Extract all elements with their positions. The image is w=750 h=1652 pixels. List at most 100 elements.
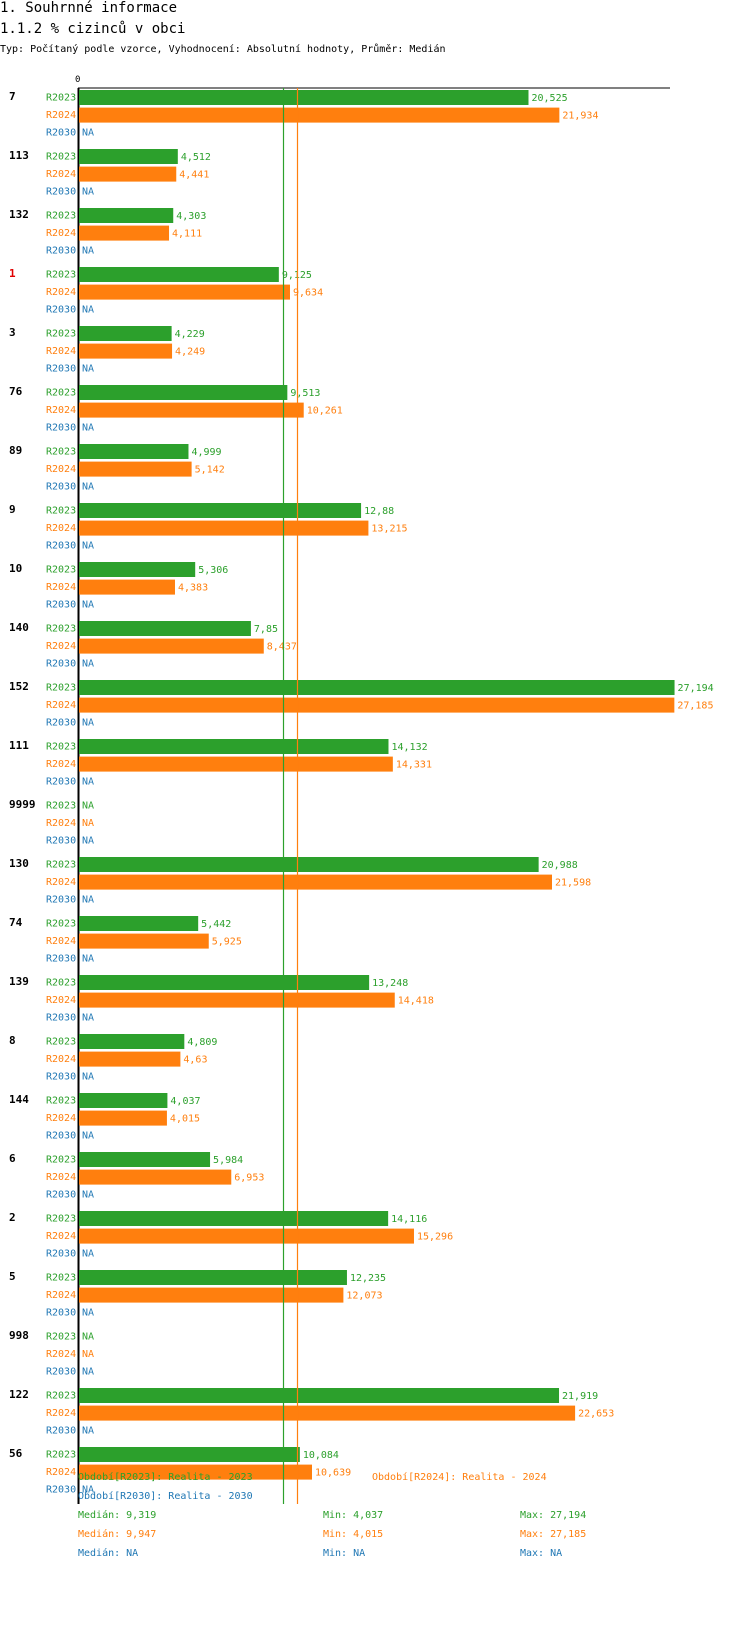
- na-label-r2030-9: NA: [82, 541, 94, 552]
- series-label-r2023: R2023: [46, 506, 76, 517]
- series-label-r2030: R2030: [46, 187, 76, 198]
- bar-r2023-76: [79, 385, 288, 400]
- series-label-r2024: R2024: [46, 110, 76, 121]
- category-label-6: 6: [9, 1152, 16, 1165]
- series-label-r2023: R2023: [46, 624, 76, 635]
- series-label-r2030: R2030: [46, 836, 76, 847]
- na-label-r2024-9999: NA: [82, 818, 94, 829]
- bar-r2023-139: [79, 975, 370, 990]
- series-label-r2024: R2024: [46, 1172, 76, 1183]
- na-label-r2030-3: NA: [82, 364, 94, 375]
- series-label-r2023: R2023: [46, 978, 76, 989]
- legend-r2023: Období[R2023]: Realita - 2023: [78, 1472, 253, 1483]
- series-label-r2030: R2030: [46, 1190, 76, 1201]
- data-label-r2023-122: 21,919: [562, 1391, 598, 1402]
- bar-r2024-5: [79, 1287, 344, 1303]
- bar-r2024-7: [79, 107, 560, 123]
- series-label-r2024: R2024: [46, 936, 76, 947]
- bar-r2023-122: [79, 1388, 560, 1403]
- category-label-139: 139: [9, 975, 29, 988]
- na-label-r2030-5: NA: [82, 1308, 94, 1319]
- data-label-r2023-132: 4,303: [176, 211, 206, 222]
- na-label-r2030-113: NA: [82, 187, 94, 198]
- series-label-r2030: R2030: [46, 718, 76, 729]
- na-label-r2030-152: NA: [82, 718, 94, 729]
- data-label-r2023-74: 5,442: [201, 919, 231, 930]
- series-label-r2024: R2024: [46, 1467, 76, 1478]
- bar-r2023-3: [79, 326, 172, 341]
- data-label-r2024-5: 12,073: [346, 1291, 382, 1302]
- data-label-r2024-74: 5,925: [212, 937, 242, 948]
- data-label-r2024-113: 4,441: [179, 170, 209, 181]
- series-label-r2023: R2023: [46, 919, 76, 930]
- bar-r2024-74: [79, 933, 209, 949]
- data-label-r2023-8: 4,809: [187, 1037, 217, 1048]
- series-label-r2030: R2030: [46, 541, 76, 552]
- series-label-r2030: R2030: [46, 1249, 76, 1260]
- na-label-r2030-8: NA: [82, 1072, 94, 1083]
- section-title: 1. Souhrnné informace: [0, 0, 178, 16]
- data-label-r2024-1: 9,634: [293, 288, 323, 299]
- bar-r2024-56: [79, 1464, 312, 1480]
- data-label-r2023-140: 7,85: [254, 624, 278, 635]
- category-label-152: 152: [9, 680, 29, 693]
- series-label-r2024: R2024: [46, 1408, 76, 1419]
- series-label-r2024: R2024: [46, 995, 76, 1006]
- series-label-r2023: R2023: [46, 1155, 76, 1166]
- na-label-r2024-998: NA: [82, 1349, 94, 1360]
- series-label-r2030: R2030: [46, 1485, 76, 1496]
- category-label-111: 111: [9, 739, 29, 752]
- series-label-r2030: R2030: [46, 954, 76, 965]
- data-label-r2023-9: 12,88: [364, 506, 394, 517]
- legend-r2030: Období[R2030]: Realita - 2030: [78, 1491, 253, 1502]
- series-label-r2023: R2023: [46, 447, 76, 458]
- bar-r2024-1: [79, 284, 290, 300]
- series-label-r2030: R2030: [46, 128, 76, 139]
- na-label-r2030-111: NA: [82, 777, 94, 788]
- series-label-r2023: R2023: [46, 565, 76, 576]
- na-label-r2030-89: NA: [82, 482, 94, 493]
- na-label-r2030-130: NA: [82, 895, 94, 906]
- na-label-r2030-6: NA: [82, 1190, 94, 1201]
- series-label-r2030: R2030: [46, 1013, 76, 1024]
- series-label-r2023: R2023: [46, 152, 76, 163]
- series-label-r2023: R2023: [46, 1037, 76, 1048]
- series-label-r2024: R2024: [46, 1054, 76, 1065]
- stat-max-r2024: Max: 27,185: [520, 1529, 587, 1540]
- series-label-r2023: R2023: [46, 1332, 76, 1343]
- bar-r2024-139: [79, 992, 395, 1008]
- category-label-3: 3: [9, 326, 16, 339]
- na-label-r2030-7: NA: [82, 128, 94, 139]
- series-label-r2023: R2023: [46, 1096, 76, 1107]
- bar-r2023-144: [79, 1093, 168, 1108]
- na-label-r2030-132: NA: [82, 246, 94, 257]
- bar-r2023-152: [79, 680, 675, 695]
- series-label-r2030: R2030: [46, 1426, 76, 1437]
- na-label-r2030-1: NA: [82, 305, 94, 316]
- bar-r2023-132: [79, 208, 174, 223]
- bar-r2024-6: [79, 1169, 232, 1185]
- series-label-r2030: R2030: [46, 600, 76, 611]
- data-label-r2024-76: 10,261: [307, 406, 343, 417]
- data-label-r2024-10: 4,383: [178, 583, 208, 594]
- na-label-r2030-998: NA: [82, 1367, 94, 1378]
- series-label-r2024: R2024: [46, 759, 76, 770]
- bar-r2023-130: [79, 857, 539, 872]
- series-label-r2023: R2023: [46, 742, 76, 753]
- data-label-r2023-130: 20,988: [542, 860, 578, 871]
- series-label-r2030: R2030: [46, 1367, 76, 1378]
- series-label-r2023: R2023: [46, 93, 76, 104]
- stat-max-r2030: Max: NA: [520, 1548, 563, 1559]
- series-label-r2023: R2023: [46, 1273, 76, 1284]
- stat-median-r2023: Medián: 9,319: [78, 1510, 157, 1521]
- bar-r2023-74: [79, 916, 199, 931]
- series-label-r2030: R2030: [46, 482, 76, 493]
- bar-r2023-9: [79, 503, 362, 518]
- na-label-r2023-998: NA: [82, 1332, 94, 1343]
- series-label-r2024: R2024: [46, 1290, 76, 1301]
- na-label-r2030-139: NA: [82, 1013, 94, 1024]
- data-label-r2023-10: 5,306: [198, 565, 228, 576]
- series-label-r2023: R2023: [46, 270, 76, 281]
- na-label-r2030-144: NA: [82, 1131, 94, 1142]
- series-label-r2024: R2024: [46, 818, 76, 829]
